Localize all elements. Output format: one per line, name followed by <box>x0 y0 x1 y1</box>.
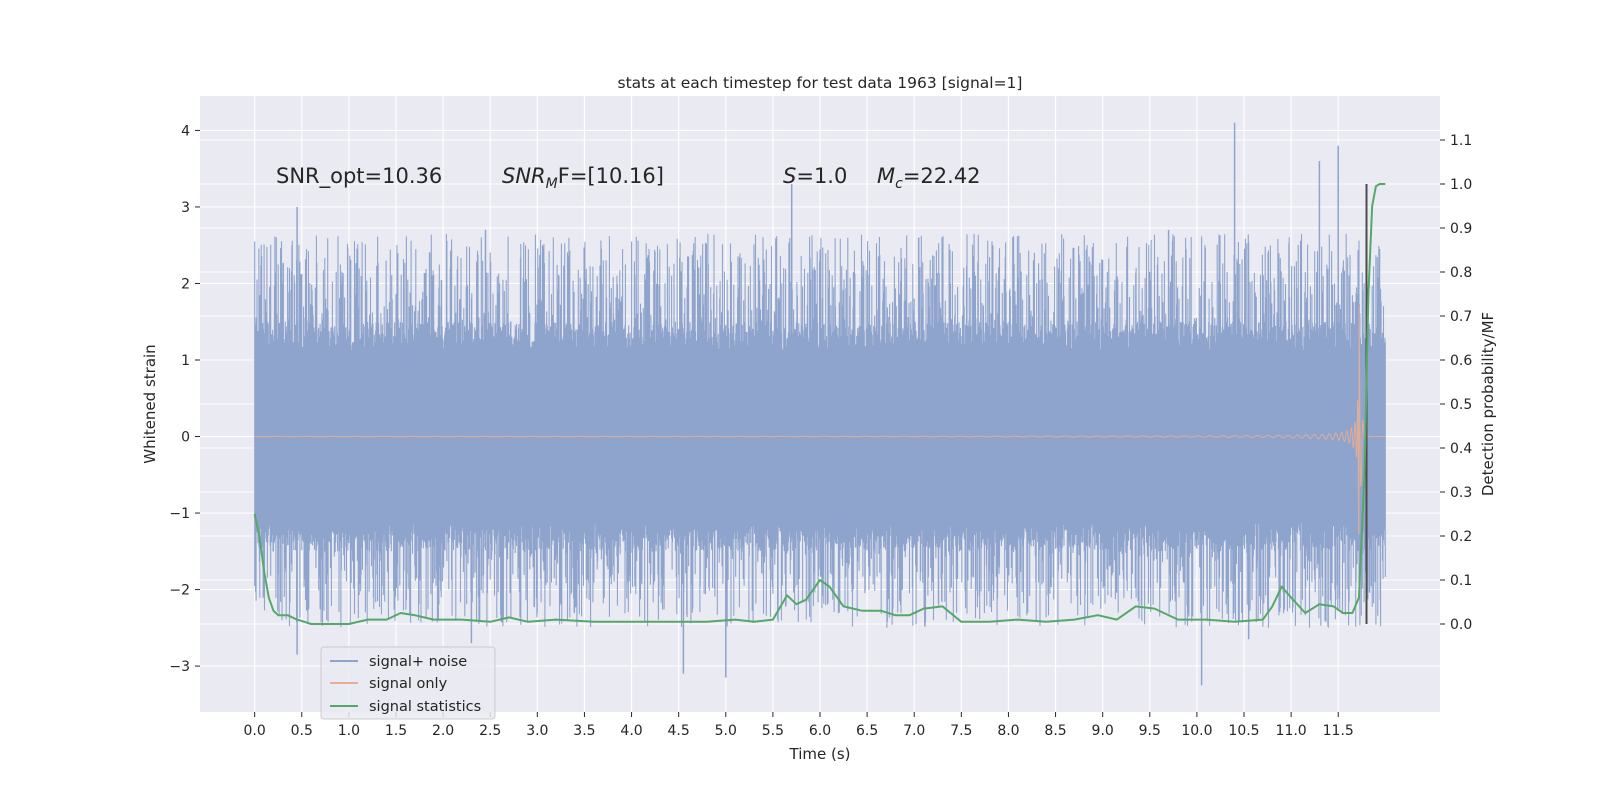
y2-tick-label: 0.8 <box>1450 265 1472 281</box>
y2-tick-label: 0.9 <box>1450 221 1472 237</box>
annotation-s: S=1.0 <box>783 164 847 188</box>
y2-tick-label: 0.4 <box>1450 441 1472 457</box>
x-tick-label: 4.5 <box>668 723 690 739</box>
x-tick-label: 2.5 <box>479 723 501 739</box>
x-tick-label: 2.0 <box>432 723 454 739</box>
x-axis-label: Time (s) <box>789 745 851 763</box>
x-tick-label: 0.0 <box>244 723 266 739</box>
chart-title: stats at each timestep for test data 196… <box>618 74 1023 92</box>
y2-tick-label: 0.6 <box>1450 353 1472 369</box>
s-symbol: S <box>783 164 796 188</box>
y-tick-label: −1 <box>169 506 190 522</box>
x-tick-label: 5.5 <box>762 723 784 739</box>
annotation-snr-mf: SNRMF=[10.16] <box>502 164 664 192</box>
signal-statistics-series <box>253 183 1386 625</box>
x-tick-label: 8.0 <box>997 723 1019 739</box>
x-tick-label: 6.0 <box>809 723 831 739</box>
x-tick-label: 3.5 <box>573 723 595 739</box>
y2-tick-label: 1.0 <box>1450 177 1472 193</box>
snr-mf-rest: F=[10.16] <box>558 164 664 188</box>
mc-symbol: M <box>877 164 895 188</box>
legend-label-noise: signal+ noise <box>369 654 467 670</box>
x-tick-label: 8.5 <box>1044 723 1066 739</box>
x-tick-label: 7.5 <box>950 723 972 739</box>
noise-spikes <box>296 122 1339 686</box>
x-tick-label: 7.0 <box>903 723 925 739</box>
axes: 0.0 0.5 1.0 1.5 2.0 2.5 3.0 3.5 4.0 4.5 5.0 5.5 6.0 6… <box>169 123 1472 739</box>
legend: signal+ noise signal only signal statist… <box>320 646 496 720</box>
annotation-snr-opt: SNR_opt=10.36 <box>276 164 442 189</box>
mc-rest: =22.42 <box>903 164 981 188</box>
y-tick-label: −3 <box>169 659 190 675</box>
y2-axis-label: Detection probability/MF <box>1479 312 1497 496</box>
x-tick-label: 9.5 <box>1139 723 1161 739</box>
x-tick-label: 11.5 <box>1323 723 1354 739</box>
x-tick-label: 4.0 <box>620 723 642 739</box>
y-tick-label: 2 <box>181 276 190 292</box>
y2-tick-label: 0.3 <box>1450 485 1472 501</box>
y2-tick-label: 1.1 <box>1450 133 1472 149</box>
y2-tick-label: 0.7 <box>1450 309 1472 325</box>
y-axis-label: Whitened strain <box>141 344 159 463</box>
legend-box <box>320 646 496 720</box>
x-tick-label: 1.5 <box>385 723 407 739</box>
y-tick-label: 3 <box>181 200 190 216</box>
signal-trace <box>254 305 1386 535</box>
mc-subscript: c <box>895 176 903 192</box>
y-tick-label: 1 <box>181 353 190 369</box>
snr-mf-subscript: M <box>546 176 558 192</box>
legend-label-stats: signal statistics <box>369 699 481 715</box>
y2-tick-label: 0.0 <box>1450 617 1472 633</box>
statistics-line <box>253 183 1386 625</box>
y2-tick-label: 0.2 <box>1450 529 1472 545</box>
x-tick-label: 6.5 <box>856 723 878 739</box>
annotation-mc: Mc=22.42 <box>877 164 981 192</box>
signal-noise-series <box>254 122 1386 686</box>
x-tick-label: 10.0 <box>1181 723 1212 739</box>
y2-tick-label: 0.5 <box>1450 397 1472 413</box>
x-tick-label: 0.5 <box>291 723 313 739</box>
y-tick-label: −2 <box>169 583 190 599</box>
legend-label-signal: signal only <box>369 676 448 692</box>
y2-tick-label: 0.1 <box>1450 573 1472 589</box>
x-tick-label: 9.0 <box>1092 723 1114 739</box>
x-tick-label: 11.0 <box>1276 723 1307 739</box>
x-tick-label: 1.0 <box>338 723 360 739</box>
y-tick-label: 0 <box>181 430 190 446</box>
x-tick-label: 3.0 <box>526 723 548 739</box>
y-tick-label: 4 <box>181 123 190 139</box>
s-rest: =1.0 <box>796 164 847 188</box>
snr-mf-symbol: SNR <box>502 164 546 188</box>
signal-only-series <box>254 305 1386 535</box>
x-tick-label: 10.5 <box>1228 723 1259 739</box>
x-tick-label: 5.0 <box>715 723 737 739</box>
